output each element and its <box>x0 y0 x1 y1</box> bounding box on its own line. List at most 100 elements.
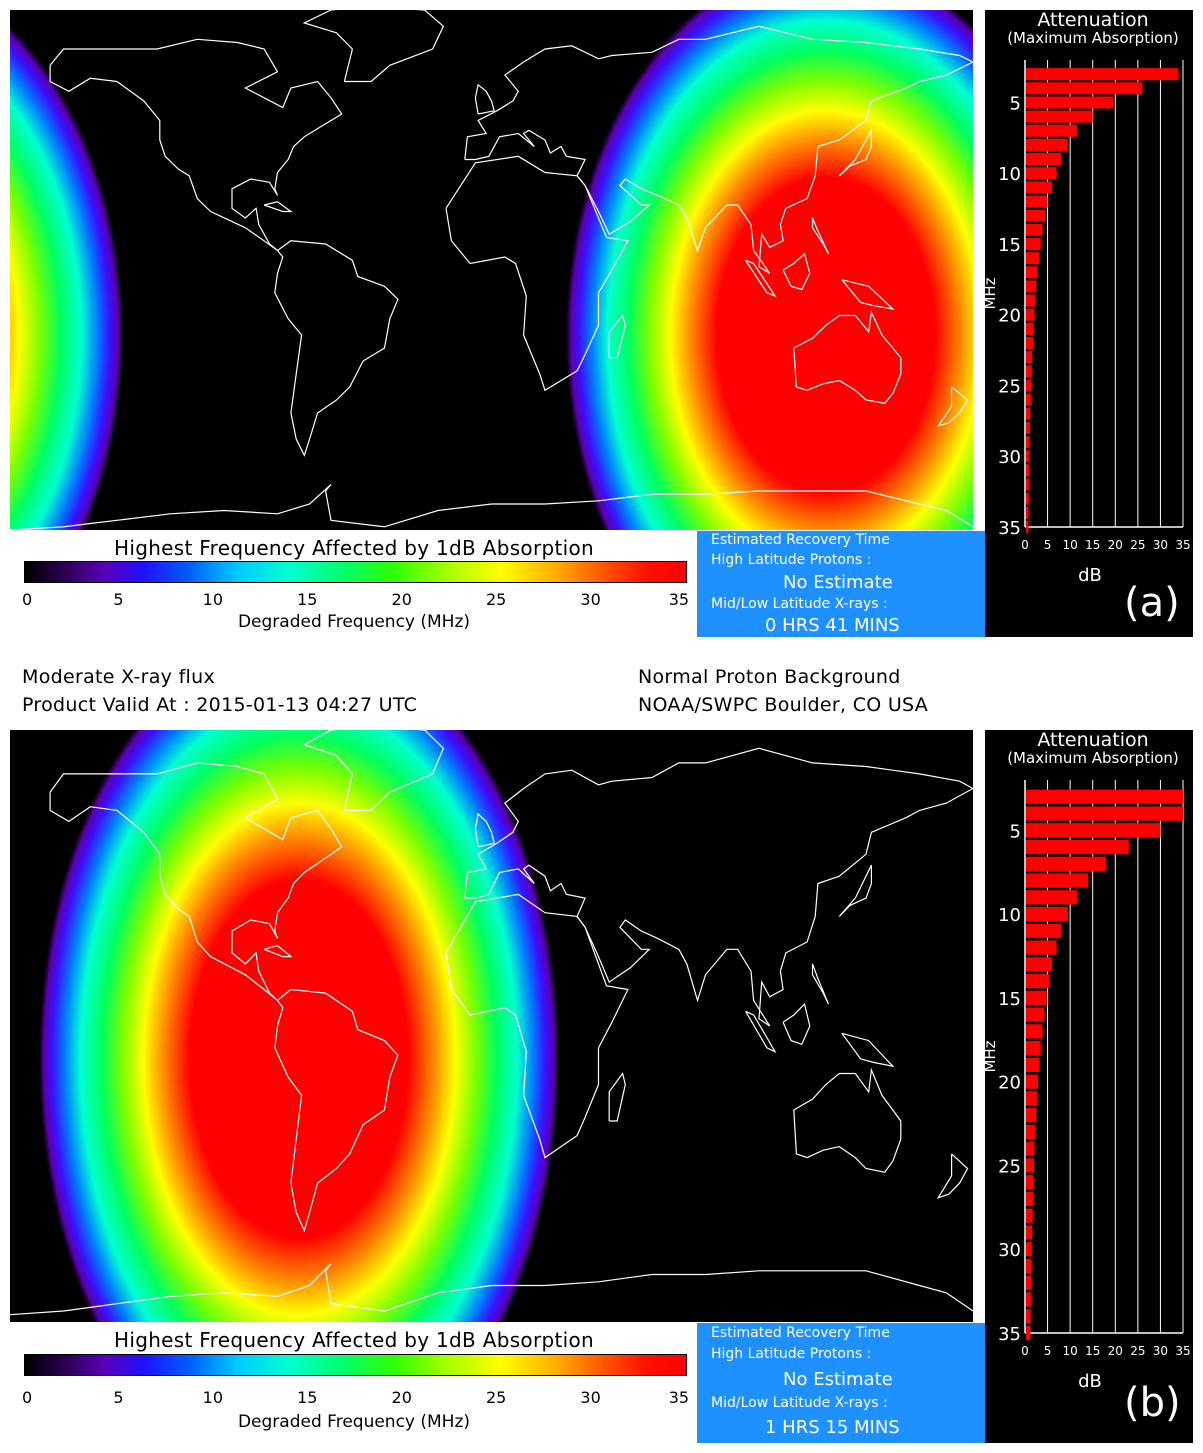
x-tick-label: 20 <box>1108 538 1123 552</box>
attenuation-bar <box>1026 181 1053 194</box>
attenuation-bar <box>1026 351 1033 364</box>
x-tick-label: 5 <box>1044 1344 1052 1358</box>
high-lat-label-b: High Latitude Protons : <box>711 1346 872 1362</box>
coastline-path <box>936 386 969 428</box>
attenuation-bar <box>1026 990 1047 1005</box>
map-canvas-b <box>10 730 973 1322</box>
attenuation-bar <box>1026 1292 1031 1307</box>
attenuation-bar <box>1026 379 1032 392</box>
y-tick-label: 30 <box>998 447 1021 468</box>
attenuation-bar <box>1026 1325 1031 1341</box>
attenuation-bar <box>1026 1309 1031 1324</box>
attenuation-bar <box>1026 308 1035 321</box>
attenuation-bar <box>1026 68 1179 81</box>
attenuation-bar <box>1026 1124 1036 1140</box>
attenuation-bar <box>1026 237 1041 250</box>
coastline-path <box>274 240 399 457</box>
coastline-path <box>793 1067 902 1173</box>
colorbar-b <box>24 1354 687 1376</box>
x-tick-label: 0 <box>1021 538 1029 552</box>
coastline-path <box>811 963 830 1005</box>
attenuation-bar <box>1026 1057 1040 1073</box>
x-tick-label: 25 <box>1130 1344 1145 1358</box>
y-axis-label: MHz <box>985 277 999 309</box>
coastline-path <box>302 730 445 811</box>
chart-subtitle: (Maximum Absorption) <box>1007 29 1179 47</box>
attenuation-bar <box>1026 421 1030 434</box>
coastline-path <box>49 762 343 1001</box>
colorbar-tick-label: 0 <box>21 1388 33 1407</box>
coastline-path <box>811 217 830 255</box>
recovery-box-b: Estimated Recovery Time High Latitude Pr… <box>697 1323 985 1443</box>
attenuation-bar <box>1026 806 1183 821</box>
colorbar-tick-label: 35 <box>668 590 690 609</box>
attenuation-bar <box>1026 223 1043 236</box>
attenuation-bar <box>1026 407 1031 420</box>
coastline-path <box>838 864 872 917</box>
attenuation-bar <box>1026 280 1037 293</box>
attenuation-bar <box>1026 906 1068 922</box>
coastline-path <box>841 1032 895 1068</box>
coastline-path <box>782 1002 811 1046</box>
recovery-title-a: Estimated Recovery Time <box>711 532 890 548</box>
colorbar-a <box>24 561 687 583</box>
attenuation-bar <box>1026 1158 1035 1173</box>
coastlines <box>10 10 973 530</box>
panel-label-a: (a) <box>1124 580 1180 626</box>
high-lat-label-a: High Latitude Protons : <box>711 552 872 568</box>
colorbar-tick-label: 30 <box>580 590 601 609</box>
y-tick-label: 25 <box>998 1156 1021 1177</box>
attenuation-bar <box>1026 1191 1034 1207</box>
coastline-path <box>745 259 777 298</box>
x-tick-label: 25 <box>1130 538 1145 552</box>
x-tick-label: 35 <box>1175 538 1190 552</box>
coastline-path <box>49 38 343 251</box>
y-tick-label: 5 <box>1010 93 1021 114</box>
recovery-box-a: Estimated Recovery Time High Latitude Pr… <box>697 531 985 637</box>
colorbar-xlabel-b: Degraded Frequency (MHz) <box>237 1412 471 1432</box>
attenuation-bar <box>1026 450 1030 463</box>
attenuation-bar <box>1026 167 1057 180</box>
y-axis-label: MHz <box>985 1040 999 1072</box>
colorbar-tick-label: 20 <box>391 590 412 609</box>
attenuation-bar <box>1026 1275 1032 1290</box>
absorption-map-b <box>10 730 973 1322</box>
colorbar-title-a: Highest Frequency Affected by 1dB Absorp… <box>114 536 594 560</box>
attenuation-bar <box>1026 506 1029 519</box>
x-tick-label: 10 <box>1063 538 1078 552</box>
attenuation-bar <box>1026 365 1032 378</box>
attenuation-bar <box>1026 1007 1045 1022</box>
y-tick-label: 25 <box>998 376 1021 397</box>
attenuation-bar <box>1026 890 1077 905</box>
attenuation-chart-a: Attenuation (Maximum Absorption) 5 10 15 20 25… <box>985 10 1193 637</box>
colorbar-tick-label: 25 <box>485 1388 507 1407</box>
attenuation-bar <box>1026 973 1050 989</box>
y-tick-label: 10 <box>998 905 1021 926</box>
y-tick-label: 5 <box>1010 821 1021 842</box>
recovery-title-b: Estimated Recovery Time <box>711 1325 890 1341</box>
mid-low-value-b: 1 HRS 15 MINS <box>765 1417 900 1438</box>
x-axis-label: dB <box>1078 565 1102 586</box>
attenuation-bar <box>1026 82 1143 95</box>
coastline-path <box>302 10 445 83</box>
attenuation-bar <box>1026 1108 1037 1123</box>
coastline-path <box>745 1010 777 1053</box>
attenuation-bar <box>1026 492 1029 505</box>
y-tick-label: 30 <box>998 1240 1021 1261</box>
attenuation-bar <box>1026 1091 1038 1106</box>
coastline-path <box>838 127 872 177</box>
attenuation-chart-b: Attenuation (Maximum Absorption) 5 10 15 20 25… <box>985 730 1193 1443</box>
attenuation-bar <box>1026 873 1089 888</box>
chart-title: Attenuation <box>1037 10 1148 31</box>
attenuation-bar <box>1026 478 1030 491</box>
attenuation-svg-b: Attenuation(Maximum Absorption) 5 10 15 20 25… <box>985 730 1191 1392</box>
attenuation-bar <box>1026 138 1068 151</box>
x-tick-label: 15 <box>1085 1344 1100 1358</box>
map-canvas-a <box>10 10 973 530</box>
attenuation-bar <box>1026 520 1029 534</box>
colorbar-tick-label: 5 <box>113 590 124 609</box>
attenuation-bar <box>1026 823 1161 838</box>
mid-low-label-a: Mid/Low Latitude X-rays : <box>711 596 888 612</box>
y-tick-label: 20 <box>998 306 1021 327</box>
x-tick-label: 30 <box>1153 538 1168 552</box>
